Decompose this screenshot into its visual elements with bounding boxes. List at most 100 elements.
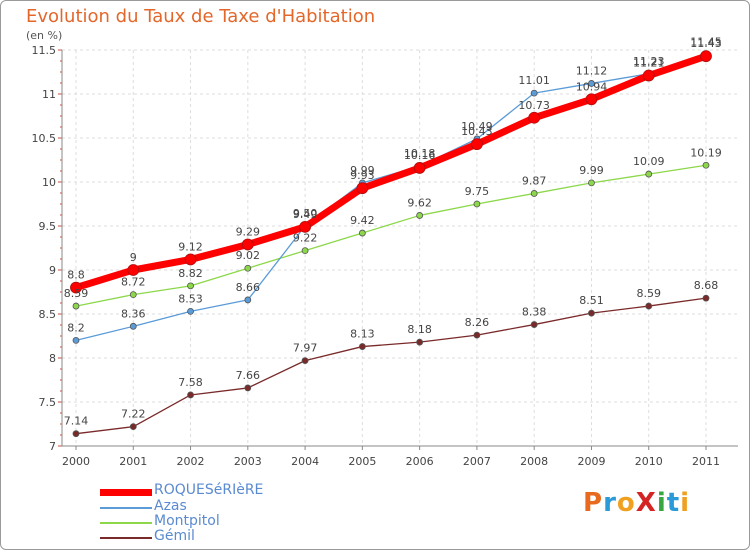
x-tick-label: 2003 <box>234 455 262 468</box>
data-label: 10.16 <box>404 149 436 162</box>
data-label: 8.72 <box>121 276 146 289</box>
data-point <box>241 238 254 251</box>
data-label: 11.45 <box>690 35 722 48</box>
data-label: 9.87 <box>522 174 547 187</box>
data-point <box>530 89 538 97</box>
data-label: 8.36 <box>121 307 146 320</box>
data-point <box>187 307 194 315</box>
data-point <box>645 170 653 178</box>
data-label: 10.09 <box>633 155 665 168</box>
data-label: 10.73 <box>518 99 550 112</box>
data-label: 9 <box>130 251 137 264</box>
data-point <box>358 343 366 350</box>
data-label: 8.2 <box>67 321 85 334</box>
data-point <box>129 322 137 330</box>
x-tick-label: 2004 <box>291 455 319 468</box>
data-label: 8.66 <box>236 281 261 294</box>
data-point <box>301 357 309 365</box>
data-label: 7.97 <box>293 342 318 355</box>
data-label: 7.14 <box>64 415 89 428</box>
data-label: 9.50 <box>293 207 318 220</box>
data-point <box>585 93 598 106</box>
data-label: 11.12 <box>576 64 608 77</box>
data-label: 9.42 <box>350 214 375 227</box>
data-label: 10.18 <box>404 147 436 160</box>
x-tick-label: 2010 <box>635 455 663 468</box>
data-label: 11.43 <box>690 37 722 50</box>
data-point <box>244 264 252 272</box>
data-point <box>413 162 426 174</box>
data-label: 11.01 <box>518 74 550 87</box>
data-point <box>244 384 252 392</box>
data-label: 11.21 <box>633 57 665 70</box>
data-label: 9.75 <box>465 185 490 198</box>
chart-title: Evolution du Taux de Taxe d'Habitation <box>26 6 376 27</box>
x-tick-label: 2006 <box>406 455 434 468</box>
legend-swatch <box>100 522 152 524</box>
data-point <box>588 309 595 317</box>
data-label: 9.12 <box>178 240 203 253</box>
data-point <box>244 296 252 304</box>
data-label: 8.59 <box>64 287 89 300</box>
data-point <box>588 80 595 87</box>
data-label: 8.59 <box>636 287 661 300</box>
y-tick-label: 8 <box>49 352 56 365</box>
data-point <box>702 294 710 302</box>
data-point <box>416 212 424 219</box>
x-tick-label: 2000 <box>62 455 90 468</box>
data-point <box>129 291 137 299</box>
data-label: 9.99 <box>579 164 604 177</box>
data-point <box>528 111 541 124</box>
x-tick-label: 2011 <box>692 455 720 468</box>
data-label: 8.53 <box>178 292 203 305</box>
data-label: 8.51 <box>579 294 604 307</box>
legend-swatch <box>100 489 152 496</box>
y-tick-label: 11 <box>42 88 56 101</box>
legend-item-azas: Azas <box>100 498 400 515</box>
legend-item-roquesériere: ROQUESéRIèRE <box>100 482 400 499</box>
data-point <box>358 229 366 237</box>
data-point <box>702 161 710 169</box>
data-point <box>127 264 140 276</box>
x-tick-label: 2007 <box>463 455 491 468</box>
data-point <box>416 338 424 346</box>
series-line-3 <box>75 297 707 435</box>
data-label: 8.8 <box>67 269 85 282</box>
data-label: 8.13 <box>350 328 375 341</box>
data-label: 9.22 <box>293 232 318 245</box>
y-tick-label: 7.5 <box>39 396 57 409</box>
data-label: 10.43 <box>461 125 493 138</box>
series-line-0 <box>72 52 710 292</box>
x-tick-label: 2001 <box>119 455 147 468</box>
data-point <box>72 336 80 344</box>
data-label: 8.68 <box>694 279 719 292</box>
x-tick-label: 2005 <box>348 455 376 468</box>
data-label: 10.49 <box>461 120 493 133</box>
data-point <box>645 302 653 310</box>
chart-unit: (en %) <box>26 29 63 42</box>
data-point <box>72 430 80 438</box>
legend-label: ROQUESéRIèRE <box>154 482 264 498</box>
legend-item-gemil: Gémil <box>100 528 400 545</box>
data-label: 8.18 <box>407 323 432 336</box>
data-label: 7.66 <box>236 369 261 382</box>
data-point <box>299 220 311 233</box>
x-tick-label: 2009 <box>577 455 605 468</box>
y-tick-label: 11.5 <box>32 44 57 57</box>
data-point <box>588 179 595 187</box>
x-tick-label: 2002 <box>177 455 205 468</box>
data-point <box>187 282 194 290</box>
y-tick-label: 9.5 <box>39 220 57 233</box>
data-point <box>642 69 655 82</box>
data-point <box>70 281 82 294</box>
data-point <box>301 247 309 255</box>
data-label: 10.94 <box>576 80 608 93</box>
y-tick-label: 7 <box>49 440 56 453</box>
data-point <box>356 182 369 195</box>
data-label: 11.23 <box>633 55 665 68</box>
legend-swatch <box>100 507 152 509</box>
legend-label: Montpitol <box>154 513 220 529</box>
data-point <box>184 253 197 266</box>
series-line-2 <box>75 164 707 307</box>
